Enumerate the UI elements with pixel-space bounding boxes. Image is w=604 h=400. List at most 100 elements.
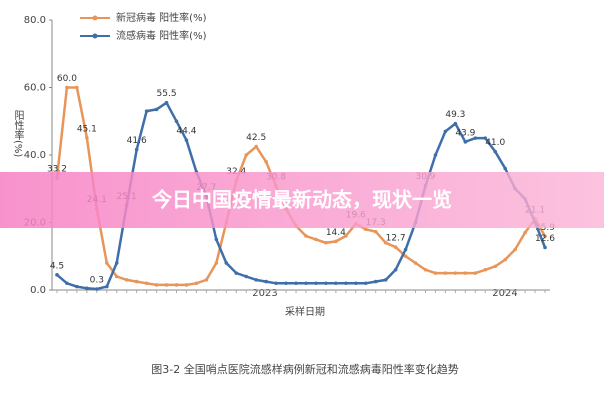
point <box>334 239 338 244</box>
point <box>324 281 328 286</box>
point <box>164 283 169 287</box>
banner-bg <box>0 172 604 228</box>
series-line <box>56 100 547 291</box>
year-label: 2024 <box>492 288 517 299</box>
point <box>473 136 478 140</box>
point <box>334 281 338 286</box>
data-label: 14.4 <box>326 228 346 238</box>
data-label: 33.2 <box>47 164 67 174</box>
point <box>144 109 149 113</box>
data-label: 55.5 <box>157 89 177 99</box>
data-label: 12.7 <box>386 234 406 244</box>
y-axis-label: 阳性率(%) <box>12 110 24 158</box>
point <box>453 121 458 126</box>
point <box>483 136 488 140</box>
point <box>523 230 527 235</box>
point <box>393 245 398 249</box>
data-label: 45.1 <box>77 124 97 134</box>
point <box>443 129 448 134</box>
point <box>483 267 488 272</box>
point <box>154 283 159 287</box>
point <box>373 229 378 234</box>
point <box>244 274 249 279</box>
banner-text: 今日中国疫情最新动态，现状一览 <box>152 188 452 212</box>
y-tick-label: 60.0 <box>24 83 46 94</box>
point <box>184 283 189 287</box>
point <box>324 240 328 245</box>
point <box>85 135 89 140</box>
point <box>104 261 109 265</box>
point <box>463 140 468 144</box>
point <box>304 234 308 238</box>
point <box>543 234 547 239</box>
point <box>65 281 69 286</box>
point <box>383 278 388 282</box>
point <box>95 287 99 291</box>
y-tick-label: 80.0 <box>24 15 46 26</box>
point <box>543 245 547 250</box>
point <box>304 281 308 286</box>
point <box>114 274 119 279</box>
data-label: 42.5 <box>246 133 266 143</box>
point <box>383 240 388 245</box>
point <box>363 281 368 286</box>
point <box>104 284 109 289</box>
point <box>75 85 79 90</box>
point <box>473 271 478 275</box>
point <box>493 264 498 269</box>
point <box>433 271 438 275</box>
point <box>65 85 69 90</box>
point <box>433 153 438 157</box>
point <box>284 281 288 286</box>
data-label: 43.9 <box>455 128 475 138</box>
point <box>403 254 408 259</box>
data-label: 49.3 <box>445 110 465 120</box>
point <box>114 261 119 265</box>
point <box>314 281 318 286</box>
point <box>204 278 209 282</box>
point <box>493 149 498 154</box>
legend-label: 流感病毒 阳性率(%) <box>116 29 207 42</box>
point <box>244 153 249 157</box>
point <box>264 279 268 284</box>
data-label: 12.6 <box>535 234 555 244</box>
data-label: 60.0 <box>57 74 77 84</box>
point <box>134 147 139 152</box>
point <box>124 278 129 282</box>
point <box>453 271 458 275</box>
point <box>443 271 448 275</box>
point <box>423 267 428 272</box>
point <box>234 271 239 275</box>
point <box>134 279 139 284</box>
point <box>344 281 348 286</box>
legend-marker <box>92 15 98 21</box>
legend-label: 新冠病毒 阳性率(%) <box>116 11 207 24</box>
point <box>353 281 358 286</box>
year-label: 2023 <box>252 288 277 299</box>
point <box>513 247 517 252</box>
point <box>75 284 79 289</box>
point <box>254 144 258 149</box>
point <box>274 281 278 286</box>
point <box>254 278 258 282</box>
point <box>344 234 348 238</box>
point <box>403 247 408 252</box>
point <box>55 273 59 277</box>
point <box>174 283 179 287</box>
point <box>184 138 189 142</box>
data-label: 0.3 <box>90 275 104 285</box>
point <box>164 100 169 105</box>
point <box>194 281 199 286</box>
caption: 图3-2 全国哨点医院流感样病例新冠和流感病毒阳性率变化趋势 <box>151 362 458 376</box>
point <box>224 261 229 265</box>
y-tick-label: 0.0 <box>30 285 46 296</box>
point <box>373 279 378 284</box>
point <box>393 267 398 272</box>
point <box>503 257 507 262</box>
data-label: 4.5 <box>50 261 64 271</box>
point <box>144 281 149 286</box>
point <box>154 107 159 112</box>
point <box>503 166 507 171</box>
point <box>463 271 468 275</box>
